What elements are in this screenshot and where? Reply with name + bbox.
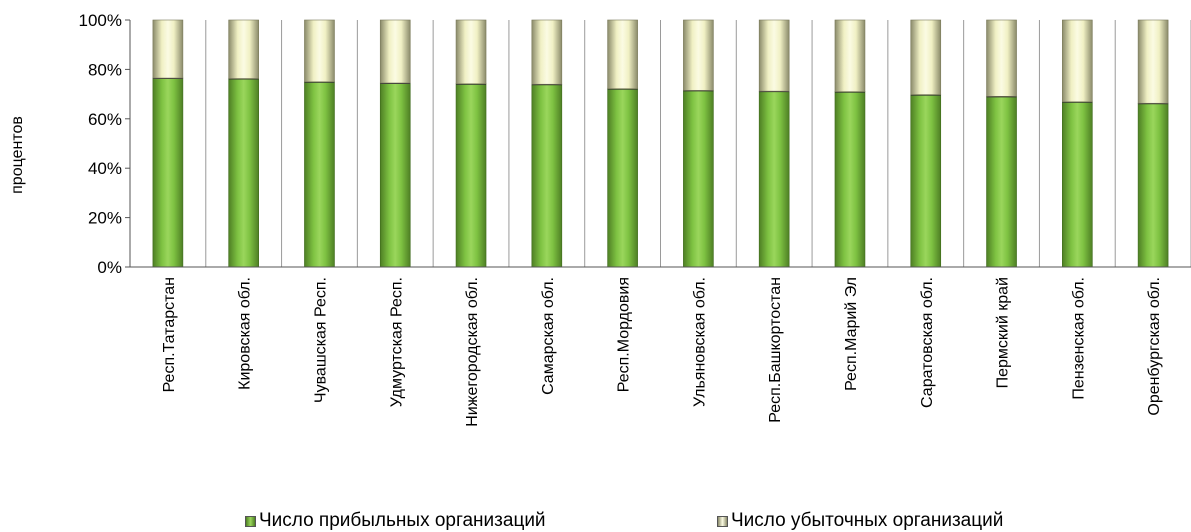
bar-unprofitable [683, 19, 714, 91]
y-tick-label: 40% [88, 159, 122, 178]
bar-profitable [152, 77, 184, 268]
bar-profitable [758, 90, 790, 268]
bar-unprofitable [1062, 19, 1093, 103]
x-category-label: Респ.Татарстан [161, 277, 178, 392]
legend-label-profitable: Число прибыльных организаций [259, 510, 546, 531]
legend-item-unprofitable: Число убыточных организаций [717, 510, 1003, 532]
x-category-label: Оренбургская обл. [1146, 277, 1163, 416]
stacked-bar-chart: 0% 20% 40% 60% 80% 100% Респ.Татарстан Кировск… [9, 11, 1191, 427]
x-category-label: Респ.Башкортостан [767, 277, 784, 423]
y-tick-label: 20% [88, 209, 122, 228]
bars [152, 19, 1169, 268]
bar-unprofitable [986, 19, 1017, 97]
x-category-label: Самарская обл. [540, 277, 557, 395]
bar-profitable [531, 83, 563, 268]
y-tick-label: 0% [97, 258, 122, 277]
bar-unprofitable [607, 19, 638, 89]
x-category-label: Удмуртская Респ. [388, 277, 405, 407]
x-category-label: Нижегородская обл. [464, 277, 481, 427]
bar-profitable [379, 82, 411, 268]
grid-lines [205, 20, 1191, 267]
legend-swatch-cream [717, 515, 728, 527]
x-category-label: Саратовская обл. [919, 277, 936, 408]
x-category-label: Респ.Марий Эл [843, 277, 860, 391]
bar-unprofitable [834, 19, 866, 92]
x-category-labels: Респ.Татарстан Кировская обл. Чувашская Ре… [161, 277, 1163, 427]
bar-profitable [1137, 102, 1169, 268]
bar-unprofitable [379, 19, 411, 84]
y-tick-label: 60% [88, 110, 122, 129]
bar-profitable [304, 81, 335, 268]
bar-unprofitable [1137, 19, 1169, 104]
bar-profitable [834, 91, 866, 268]
y-tick-label: 100% [79, 11, 122, 30]
y-axis-label: процентов [9, 116, 26, 194]
legend-label-unprofitable: Число убыточных организаций [731, 510, 1004, 531]
bar-unprofitable [910, 19, 942, 95]
axes [125, 19, 1191, 268]
x-category-label: Пензенская обл. [1070, 277, 1087, 400]
bar-profitable [910, 94, 942, 268]
bar-unprofitable [152, 19, 184, 79]
legend-swatch-green [245, 515, 256, 527]
bar-unprofitable [455, 19, 487, 85]
bar-unprofitable [758, 19, 790, 92]
x-category-label: Ульяновская обл. [691, 277, 708, 407]
bar-profitable [607, 88, 638, 268]
bar-profitable [683, 90, 714, 268]
y-tick-label: 80% [88, 60, 122, 79]
legend: Число прибыльных организаций Число убыто… [0, 508, 1191, 532]
bar-unprofitable [228, 19, 259, 79]
legend-item-profitable: Число прибыльных организаций [245, 510, 546, 532]
x-category-label: Пермский край [995, 277, 1012, 388]
bar-unprofitable [531, 19, 563, 85]
bar-profitable [455, 83, 487, 268]
bar-profitable [1062, 101, 1093, 268]
x-category-label: Кировская обл. [237, 277, 254, 390]
x-category-label: Чувашская Респ. [312, 277, 329, 403]
y-tick-labels: 0% 20% 40% 60% 80% 100% [79, 11, 122, 277]
bar-profitable [986, 96, 1017, 268]
bar-unprofitable [304, 19, 335, 83]
bar-profitable [228, 78, 259, 268]
x-category-label: Респ.Мордовия [616, 277, 633, 392]
